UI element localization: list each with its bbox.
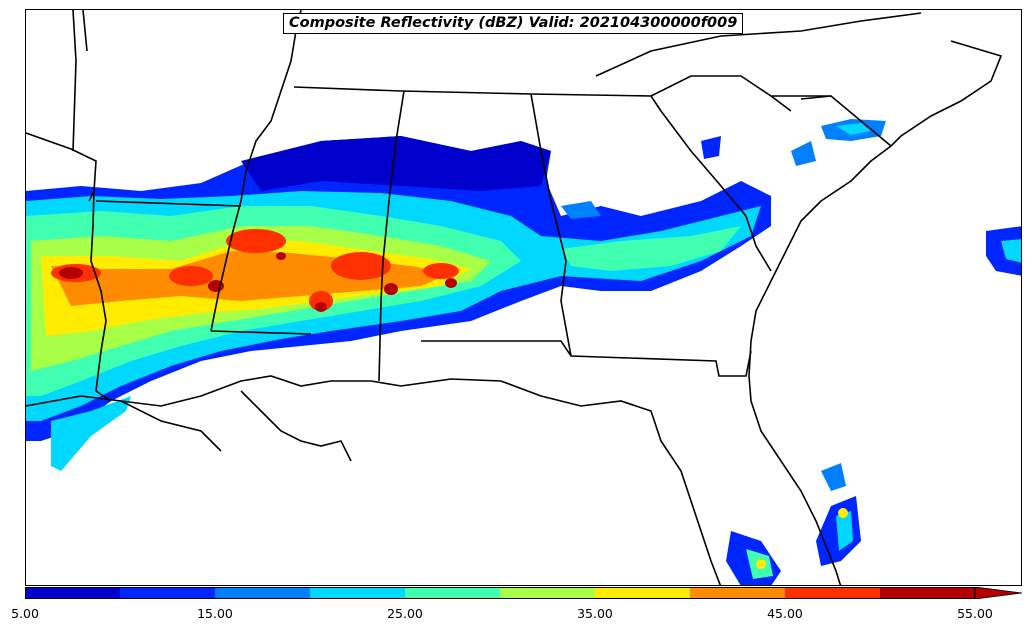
colorbar-bin bbox=[595, 587, 690, 599]
colorbar-bin bbox=[405, 587, 500, 599]
colorbar-tick-label: 45.00 bbox=[767, 606, 803, 621]
colorbar-bin bbox=[690, 587, 785, 599]
colorbar-tick-label: 35.00 bbox=[577, 606, 613, 621]
colorbar-bin bbox=[785, 587, 880, 599]
colorbar-tick-label: 5.00 bbox=[11, 606, 39, 621]
colorbar-bin bbox=[25, 587, 120, 599]
colorbar-bin bbox=[120, 587, 215, 599]
reflectivity-field bbox=[26, 119, 1021, 585]
colorbar-bin bbox=[215, 587, 310, 599]
map-panel bbox=[25, 9, 1022, 586]
map-title: Composite Reflectivity (dBZ) Valid: 2021… bbox=[283, 13, 744, 34]
colorbar-tick-label: 15.00 bbox=[197, 606, 233, 621]
colorbar-extend-arrow bbox=[974, 587, 1023, 599]
colorbar-tick-label: 55.00 bbox=[957, 606, 993, 621]
colorbar-bin bbox=[500, 587, 595, 599]
colorbar-bin bbox=[310, 587, 405, 599]
reflectivity-map bbox=[26, 10, 1021, 585]
colorbar-bin bbox=[880, 587, 975, 599]
colorbar-outline bbox=[25, 587, 975, 599]
state-borders bbox=[26, 10, 1003, 585]
colorbar-tick-label: 25.00 bbox=[387, 606, 423, 621]
colorbar bbox=[25, 587, 1023, 599]
